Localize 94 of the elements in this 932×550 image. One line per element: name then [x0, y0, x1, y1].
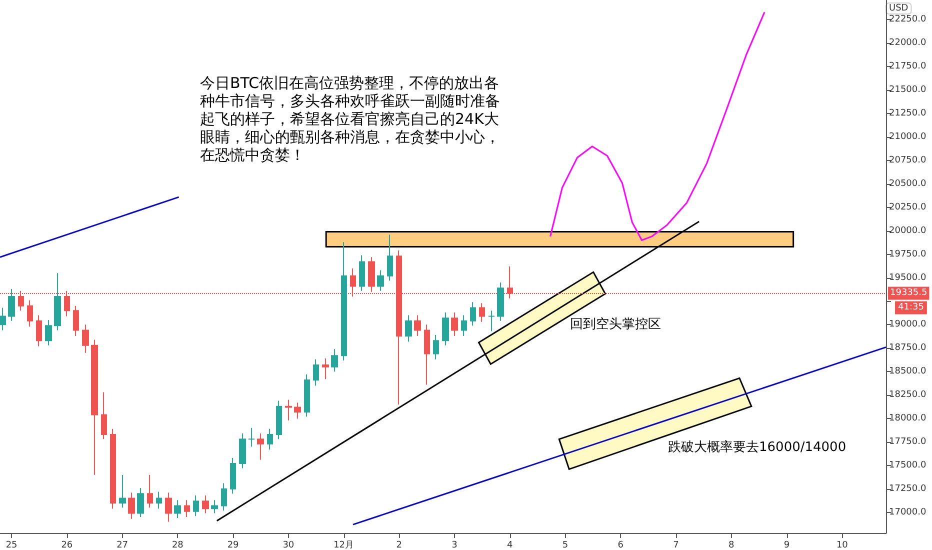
candlestick — [470, 302, 476, 326]
candlestick — [137, 487, 144, 518]
candlestick — [313, 358, 319, 386]
x-tick-label: 7 — [673, 540, 679, 550]
y-tick-label: 19500.0 — [889, 272, 926, 283]
y-tick-label: 22000.0 — [889, 38, 926, 48]
candlestick — [91, 339, 98, 476]
annotation: 跌破大概率要去16000/14000 — [668, 439, 846, 455]
candlestick — [119, 474, 126, 508]
y-tick-label: 20500.0 — [889, 178, 926, 189]
candlestick — [368, 256, 375, 292]
candlestick — [147, 474, 153, 508]
candlestick — [341, 242, 347, 361]
x-tick-label: 10 — [836, 540, 848, 550]
candlestick — [405, 314, 412, 342]
candlestick — [82, 324, 89, 354]
candlestick — [239, 433, 246, 469]
candlestick — [424, 324, 430, 386]
y-tick-label: 21250.0 — [889, 108, 926, 119]
candlestick — [387, 234, 393, 282]
candlestick — [0, 307, 6, 331]
y-tick-label: 20000.0 — [889, 226, 926, 236]
candlestick — [267, 428, 273, 450]
candlestick — [73, 305, 79, 336]
y-tick-label: 18250.0 — [889, 390, 926, 400]
annotation: 回到空头掌控区 — [570, 317, 661, 332]
candlestick — [248, 427, 255, 448]
y-tick-label: 19000.0 — [889, 320, 926, 330]
x-tick-label: 6 — [618, 540, 624, 550]
y-tick-label: 17750.0 — [889, 436, 926, 447]
y-tick-label: 20750.0 — [889, 155, 926, 166]
candlestick — [359, 254, 365, 292]
candlestick — [110, 428, 116, 510]
y-tick-label: 21750.0 — [889, 62, 926, 72]
candlestick — [174, 500, 181, 518]
candlestick — [488, 310, 495, 332]
candlestick — [331, 348, 338, 372]
candlestick — [377, 270, 384, 292]
candlestick — [193, 494, 199, 517]
x-tick-label: 28 — [172, 540, 184, 550]
y-tick-label: 21000.0 — [889, 132, 926, 142]
candlestick — [156, 491, 162, 510]
x-tick-label: 25 — [6, 540, 18, 550]
text: 41:35 — [898, 302, 924, 313]
candlestick — [461, 314, 467, 336]
x-tick-label: 27 — [116, 540, 128, 550]
candlestick — [414, 314, 421, 336]
candlestick — [8, 288, 15, 322]
candlestick — [285, 399, 292, 421]
y-tick-label: 22250.0 — [889, 14, 926, 25]
candlestick — [451, 312, 458, 336]
y-tick-label: 17000.0 — [889, 507, 926, 518]
x-tick-label: 29 — [227, 540, 240, 550]
candlestick — [36, 314, 42, 347]
y-tick-label: 21500.0 — [889, 85, 926, 96]
annotation: 今日BTC依旧在高位强势整理，不停的放出各种牛市信号，多头各种欢呼雀跃一副随时准备起飞的样子，希望各位看官擦亮自己的24K大眼睛，细心的甄别各种消息，在贪婪中小心，在恐慌中贪婪！ — [200, 74, 500, 164]
y-axis-title: USD — [889, 4, 908, 14]
candlestick — [45, 319, 52, 346]
x-tick-label: 26 — [61, 540, 73, 550]
candlestick — [101, 392, 107, 440]
x-tick-label: 9 — [784, 540, 790, 550]
candlestick — [294, 402, 301, 420]
x-tick-label: 4 — [507, 540, 514, 550]
x-tick-label: 30 — [282, 540, 294, 550]
candlestick — [257, 433, 264, 460]
y-tick-label: 18500.0 — [889, 366, 926, 377]
y-tick-label: 18000.0 — [889, 414, 926, 424]
x-tick-label: 3 — [452, 540, 458, 550]
candlestick — [497, 282, 504, 322]
candlestick — [184, 500, 190, 518]
y-tick-label: 17500.0 — [889, 460, 926, 470]
candlestick — [165, 492, 172, 522]
candlestick — [221, 482, 227, 511]
x-tick-label: 12月 — [334, 540, 354, 550]
x-tick-label: 5 — [562, 540, 568, 550]
y-tick-label: 17250.0 — [889, 484, 926, 494]
y-tick-label: 19750.0 — [889, 249, 926, 260]
x-tick-label: 2 — [396, 540, 402, 550]
x-tick-label: 8 — [728, 540, 735, 550]
candlestick — [433, 334, 439, 360]
y-tick-label: 20250.0 — [889, 202, 926, 212]
candlestick — [276, 400, 282, 440]
candlestick — [479, 302, 485, 322]
candlestick — [442, 312, 449, 346]
candlestick — [54, 272, 61, 331]
ref-line-label: 19335.5 — [890, 288, 928, 298]
candlestick — [27, 300, 33, 328]
candlestick — [322, 358, 329, 380]
candlestick — [211, 500, 218, 514]
candlestick — [230, 457, 236, 494]
candlestick — [202, 494, 209, 514]
y-tick-label: 18750.0 — [889, 343, 926, 354]
candlestick — [304, 374, 310, 418]
candlestick — [128, 492, 135, 520]
